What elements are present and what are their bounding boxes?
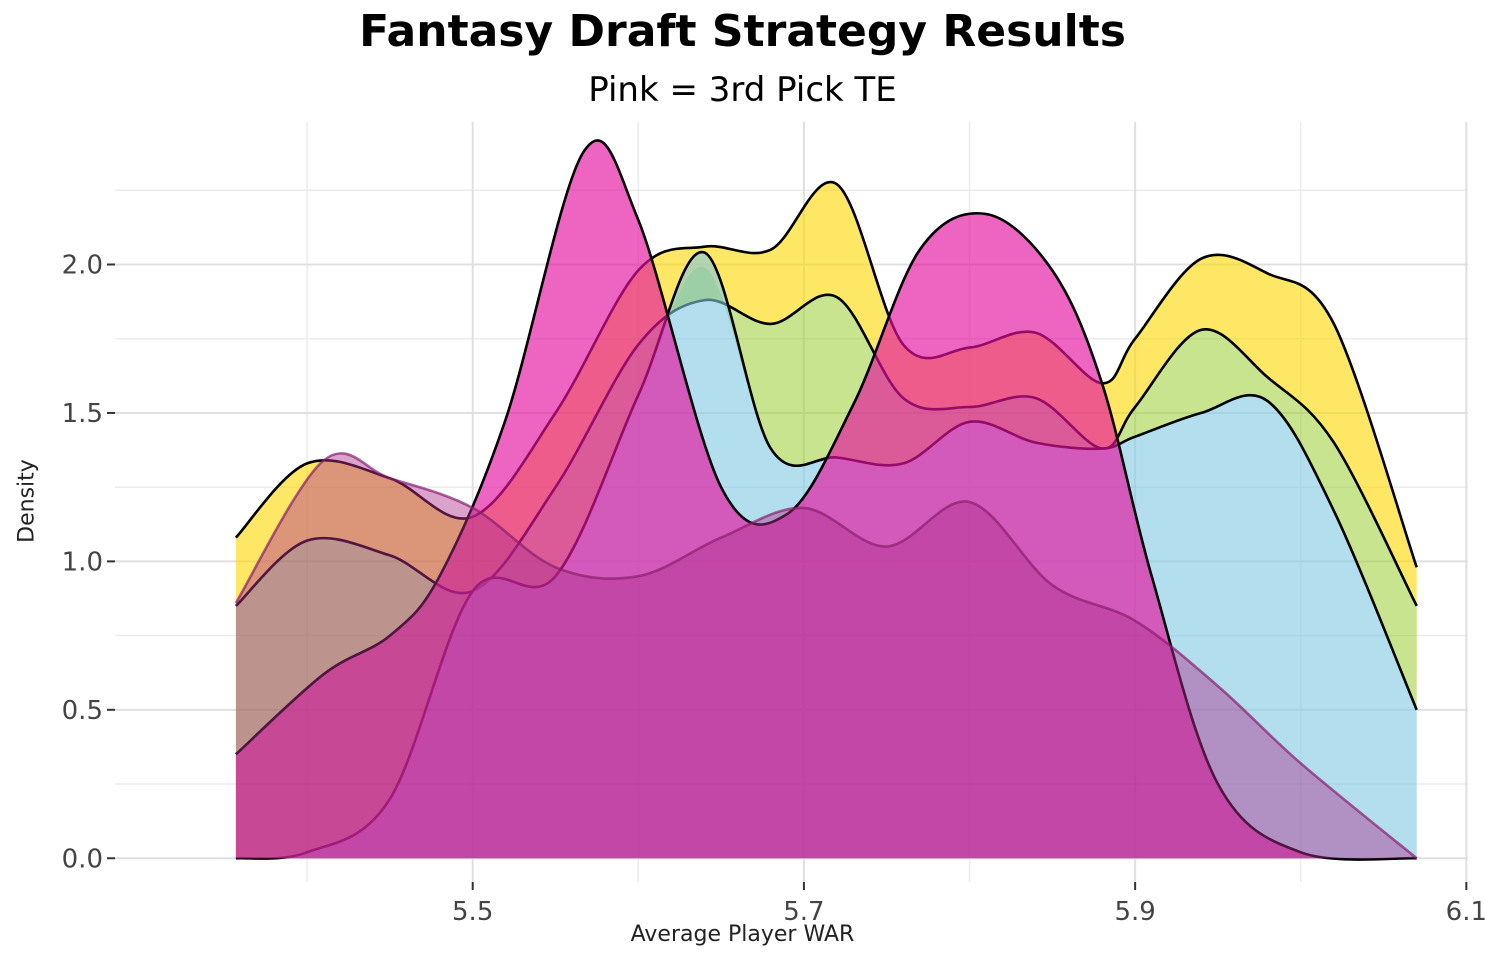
axis-layer: 0.0 0.5 1.0 1.5 2.0 5.5 5.7 5.9 6.1 [62,251,1485,928]
x-tick-label: 6.1 [1446,897,1485,927]
area-layer [234,139,1418,861]
density-outline-3 [235,139,1417,861]
y-tick-label: 0.0 [62,844,103,874]
y-tick-label: 0.5 [62,696,103,726]
y-tick-label: 2.0 [62,251,103,281]
x-tick-label: 5.7 [783,897,824,927]
density-outline-4 [234,452,1418,860]
density-area-3 [235,140,1417,860]
y-tick-label: 1.5 [62,399,103,429]
chart-subtitle: Pink = 3rd Pick TE [588,70,897,110]
chart-title: Fantasy Draft Strategy Results [359,6,1126,57]
density-area-4 [235,453,1417,859]
x-axis-label: Average Player WAR [630,922,855,947]
y-axis-label: Density [14,459,40,543]
x-tick-label: 5.9 [1114,897,1155,927]
x-tick-label: 5.5 [452,897,493,927]
y-tick-label: 1.0 [62,547,103,577]
